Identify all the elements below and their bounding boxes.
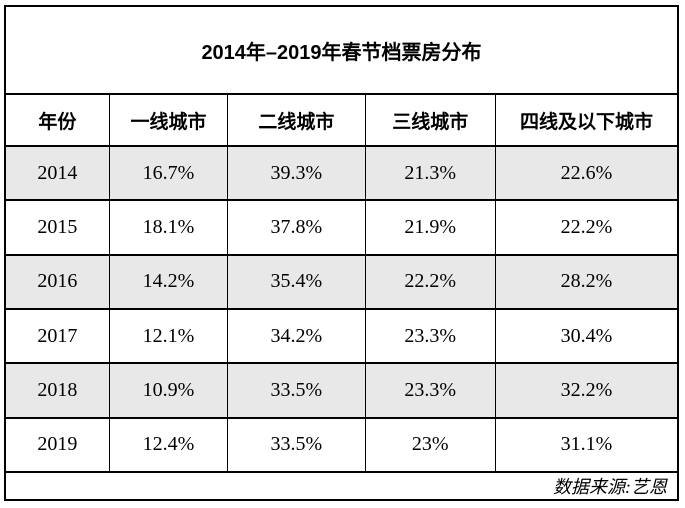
column-header-tier4-below: 四线及以下城市 <box>494 93 679 147</box>
value-cell: 37.8% <box>227 199 366 256</box>
value-cell: 30.4% <box>494 307 679 365</box>
title-row: 2014年–2019年春节档票房分布 <box>4 5 679 95</box>
table-body: 2014 16.7% 39.3% 21.3% 22.6% 2015 18.1% 37.8% 21… <box>4 144 679 474</box>
value-cell: 23.3% <box>364 307 496 365</box>
column-header-tier1: 一线城市 <box>108 93 229 147</box>
value-cell: 21.9% <box>364 199 496 256</box>
value-cell: 39.3% <box>227 144 366 202</box>
year-cell: 2017 <box>4 307 110 365</box>
table-row: 2017 12.1% 34.2% 23.3% 30.4% <box>4 307 679 365</box>
box-office-distribution-table: 2014年–2019年春节档票房分布 年份 一线城市 二线城市 三线城市 四线及… <box>4 5 679 501</box>
table-row: 2018 10.9% 33.5% 23.3% 32.2% <box>4 362 679 419</box>
value-cell: 32.2% <box>494 362 679 419</box>
value-cell: 23.3% <box>364 362 496 419</box>
value-cell: 12.1% <box>108 307 229 365</box>
year-cell: 2015 <box>4 199 110 256</box>
value-cell: 33.5% <box>227 416 366 474</box>
header-row: 年份 一线城市 二线城市 三线城市 四线及以下城市 <box>4 93 679 147</box>
value-cell: 22.2% <box>364 253 496 310</box>
year-cell: 2019 <box>4 416 110 474</box>
value-cell: 31.1% <box>494 416 679 474</box>
value-cell: 18.1% <box>108 199 229 256</box>
value-cell: 34.2% <box>227 307 366 365</box>
value-cell: 22.2% <box>494 199 679 256</box>
value-cell: 16.7% <box>108 144 229 202</box>
value-cell: 33.5% <box>227 362 366 419</box>
value-cell: 14.2% <box>108 253 229 310</box>
value-cell: 12.4% <box>108 416 229 474</box>
value-cell: 10.9% <box>108 362 229 419</box>
value-cell: 35.4% <box>227 253 366 310</box>
table-row: 2016 14.2% 35.4% 22.2% 28.2% <box>4 253 679 310</box>
data-source: 数据来源:艺恩 <box>4 471 679 501</box>
year-cell: 2018 <box>4 362 110 419</box>
value-cell: 28.2% <box>494 253 679 310</box>
year-cell: 2016 <box>4 253 110 310</box>
footer-row: 数据来源:艺恩 <box>4 471 679 501</box>
column-header-tier2: 二线城市 <box>227 93 366 147</box>
year-cell: 2014 <box>4 144 110 202</box>
page-title: 2014年–2019年春节档票房分布 <box>4 5 679 95</box>
table-row: 2014 16.7% 39.3% 21.3% 22.6% <box>4 144 679 202</box>
value-cell: 23% <box>364 416 496 474</box>
column-header-year: 年份 <box>4 93 110 147</box>
column-header-tier3: 三线城市 <box>364 93 496 147</box>
table-row: 2019 12.4% 33.5% 23% 31.1% <box>4 416 679 474</box>
value-cell: 22.6% <box>494 144 679 202</box>
box-office-table-sheet: 2014年–2019年春节档票房分布 年份 一线城市 二线城市 三线城市 四线及… <box>4 5 679 501</box>
value-cell: 21.3% <box>364 144 496 202</box>
table-row: 2015 18.1% 37.8% 21.9% 22.2% <box>4 199 679 256</box>
